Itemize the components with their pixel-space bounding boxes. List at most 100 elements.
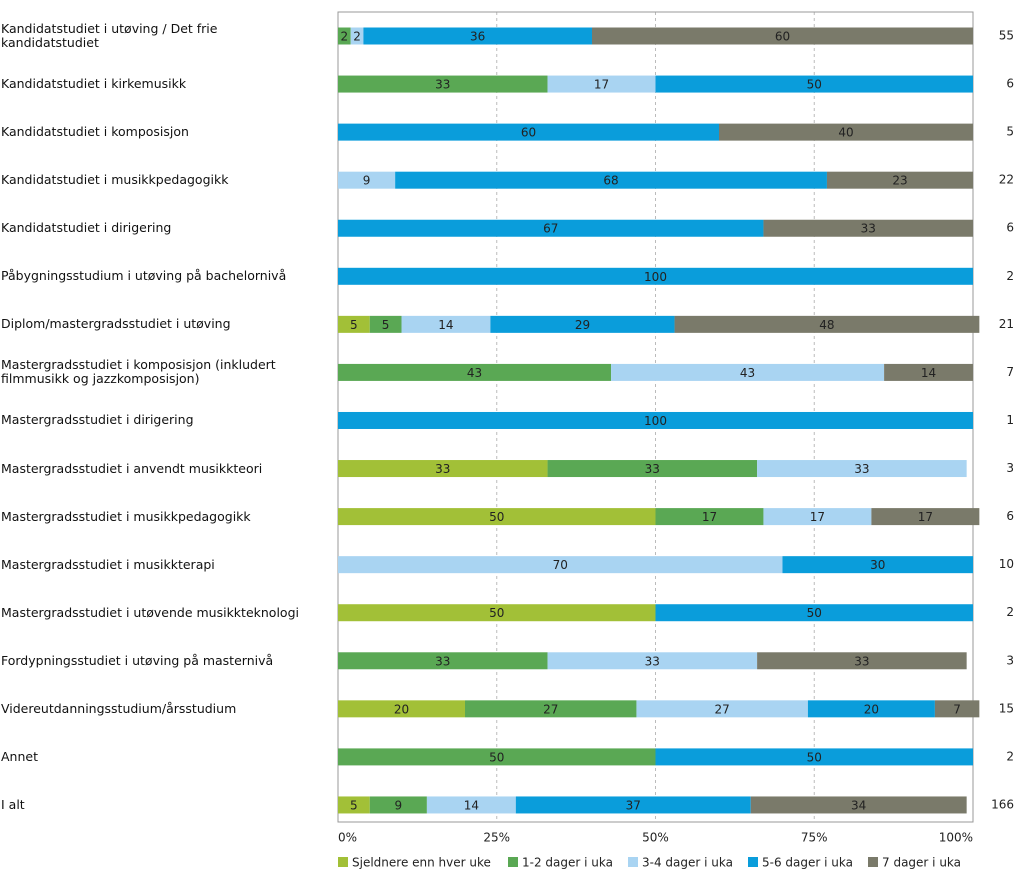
category-label: Påbygningsstudium i utøving på bachelorn…: [1, 268, 287, 284]
value-label: 33: [435, 78, 450, 92]
bar-segment: [807, 700, 935, 718]
category-label: Kandidatstudiet i dirigering: [1, 220, 172, 236]
value-label: 7: [953, 702, 961, 716]
value-label: 60: [521, 126, 536, 140]
value-label: 2: [341, 30, 349, 44]
value-label: 33: [854, 654, 869, 668]
value-label: 9: [395, 798, 403, 812]
value-label: 68: [603, 174, 618, 188]
legend-label: 1-2 dager i uka: [522, 856, 613, 870]
bar-segment: [884, 363, 973, 381]
legend-swatch: [868, 857, 878, 867]
value-label: 36: [470, 30, 485, 44]
bar-segment: [719, 123, 973, 141]
count-label: 3: [1006, 461, 1014, 475]
category-label: Kandidatstudiet i kirkemusikk: [1, 76, 187, 92]
bar-segment: [350, 27, 364, 45]
bar-segment: [465, 700, 637, 718]
category-label: Mastergradsstudiet i musikkpedagogikk: [1, 508, 251, 524]
bar-segment: [338, 75, 548, 93]
category-label: Videreutdanningsstudium/årsstudium: [1, 700, 237, 716]
legend-label: 5-6 dager i uka: [762, 856, 853, 870]
bar-segment: [338, 411, 973, 429]
bar-segment: [363, 27, 592, 45]
count-label: 6: [1006, 509, 1014, 523]
count-label: 1: [1006, 413, 1014, 427]
count-label: 15: [999, 701, 1014, 715]
value-label: 60: [775, 30, 790, 44]
bar-segment: [757, 460, 967, 478]
bar-segment: [338, 315, 370, 333]
value-label: 43: [740, 366, 755, 380]
bar-segment: [369, 796, 427, 814]
count-label: 21: [999, 317, 1014, 331]
category-label: Mastergradsstudiet i komposisjon (inklud…: [1, 357, 276, 387]
value-label: 17: [918, 510, 933, 524]
value-label: 20: [864, 702, 879, 716]
bar-segment: [338, 27, 351, 45]
category-label: Mastergradsstudiet i musikkterapi: [1, 556, 215, 572]
value-label: 27: [715, 702, 730, 716]
legend-swatch: [338, 857, 348, 867]
bar-segment: [547, 652, 758, 670]
bar-segment: [426, 796, 516, 814]
legend-swatch: [508, 857, 518, 867]
bar-segment: [655, 748, 973, 766]
x-tick-label: 75%: [801, 831, 828, 845]
value-label: 67: [543, 222, 558, 236]
legend-swatch: [748, 857, 758, 867]
count-label: 6: [1006, 77, 1014, 91]
bar-segment: [395, 171, 827, 189]
legend-label: Sjeldnere enn hver uke: [352, 856, 491, 870]
count-label: 5: [1006, 125, 1014, 139]
bar-segment: [547, 460, 758, 478]
bar-segment: [338, 556, 783, 574]
legend-label: 7 dager i uka: [882, 856, 961, 870]
count-label: 6: [1006, 221, 1014, 235]
value-label: 29: [575, 318, 590, 332]
category-label: Kandidatstudiet i komposisjon: [1, 124, 189, 140]
bar-segment: [871, 508, 980, 526]
bar-segment: [338, 604, 656, 622]
bar-segment: [338, 219, 764, 237]
count-label: 10: [999, 557, 1014, 571]
bar-segment: [490, 315, 675, 333]
category-label: Diplom/mastergradsstudiet i utøving: [1, 316, 231, 332]
bar-segment: [547, 75, 656, 93]
value-label: 23: [892, 174, 907, 188]
count-label: 166: [991, 797, 1014, 811]
value-label: 50: [807, 750, 822, 764]
x-tick-label: 100%: [939, 831, 973, 845]
bar-segment: [338, 796, 370, 814]
value-label: 14: [464, 798, 479, 812]
count-label: 55: [999, 29, 1014, 43]
bar-segment: [655, 75, 973, 93]
bar-segment: [934, 700, 980, 718]
category-label: Mastergradsstudiet i anvendt musikkteori: [1, 460, 263, 476]
bar-segment: [782, 556, 973, 574]
count-label: 2: [1006, 605, 1014, 619]
bar-segment: [826, 171, 973, 189]
value-label: 50: [807, 606, 822, 620]
value-label: 27: [543, 702, 558, 716]
bar-segment: [750, 796, 967, 814]
value-label: 48: [819, 318, 834, 332]
bar-segment: [338, 123, 719, 141]
value-label: 9: [363, 174, 371, 188]
value-label: 50: [807, 78, 822, 92]
value-label: 14: [438, 318, 453, 332]
category-label: I alt: [1, 796, 25, 812]
count-label: 3: [1006, 653, 1014, 667]
bar-segment: [338, 508, 656, 526]
value-label: 5: [350, 318, 358, 332]
value-label: 5: [350, 798, 358, 812]
value-label: 33: [435, 654, 450, 668]
value-label: 100: [644, 414, 667, 428]
bar-segment: [338, 748, 656, 766]
bar-segment: [515, 796, 751, 814]
value-label: 50: [489, 750, 504, 764]
x-tick-label: 50%: [642, 831, 669, 845]
x-tick-label: 0%: [338, 831, 357, 845]
bar-segment: [338, 652, 548, 670]
